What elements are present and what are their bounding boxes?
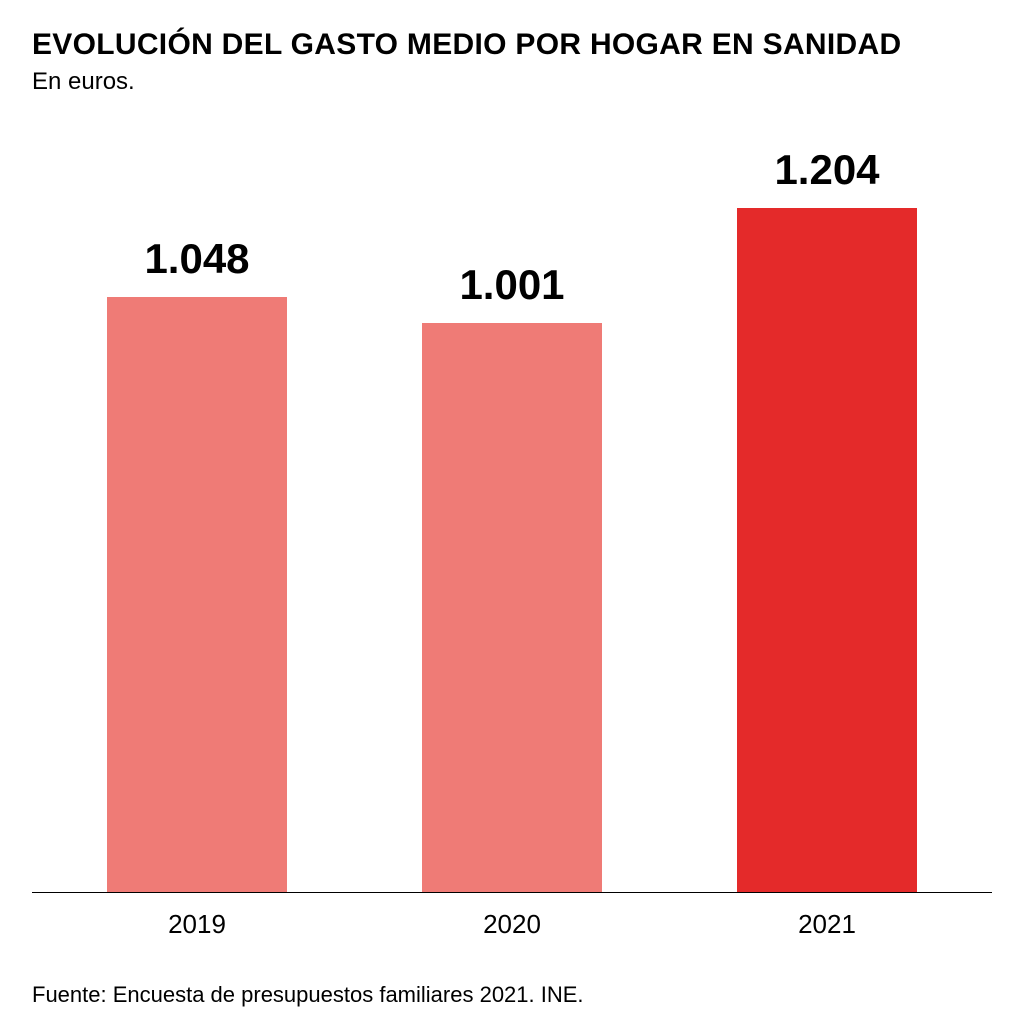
chart-title: EVOLUCIÓN DEL GASTO MEDIO POR HOGAR EN S… — [32, 28, 992, 62]
chart-subtitle: En euros. — [32, 68, 992, 96]
bar-value-label: 1.204 — [774, 146, 879, 194]
chart-plot-area: 1.048 1.001 1.204 — [32, 106, 992, 893]
bar-column: 1.204 — [692, 146, 962, 892]
bar-value-label: 1.048 — [144, 235, 249, 283]
bar-2019 — [107, 297, 287, 892]
bar-2021 — [737, 208, 917, 892]
bar-column: 1.048 — [62, 235, 332, 892]
x-axis: 2019 2020 2021 — [32, 893, 992, 940]
bar-value-label: 1.001 — [459, 261, 564, 309]
chart-source: Fuente: Encuesta de presupuestos familia… — [32, 982, 992, 1008]
bar-column: 1.001 — [377, 261, 647, 892]
x-axis-label: 2020 — [377, 909, 647, 940]
x-axis-label: 2019 — [62, 909, 332, 940]
bar-2020 — [422, 323, 602, 892]
x-axis-label: 2021 — [692, 909, 962, 940]
